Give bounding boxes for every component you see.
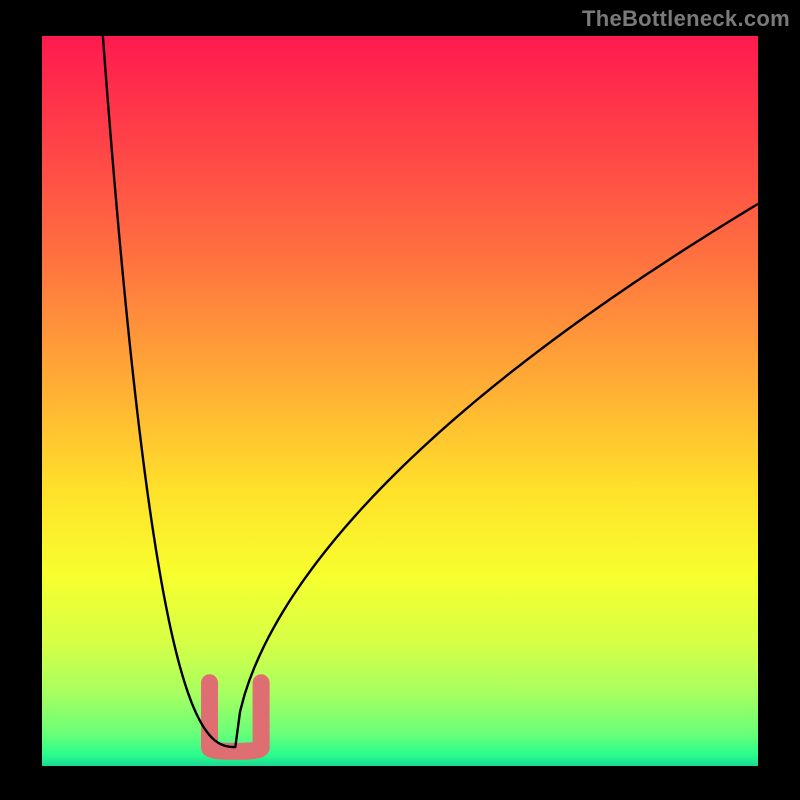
gradient-background bbox=[42, 36, 758, 766]
canvas: TheBottleneck.com bbox=[0, 0, 800, 800]
plot-svg bbox=[42, 36, 758, 766]
plot-area bbox=[42, 36, 758, 766]
watermark-text: TheBottleneck.com bbox=[582, 6, 790, 32]
